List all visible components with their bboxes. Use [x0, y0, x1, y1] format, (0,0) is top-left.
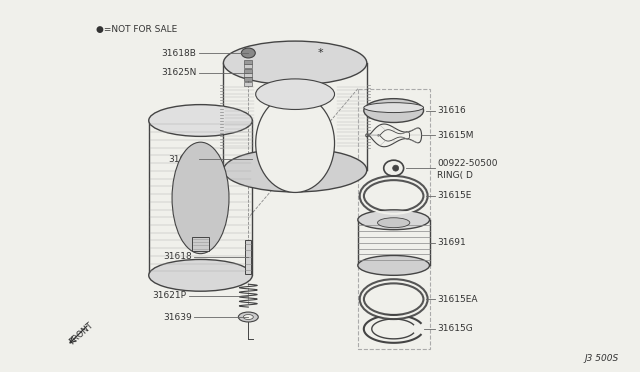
Text: 31615G: 31615G — [438, 324, 473, 333]
Ellipse shape — [223, 148, 367, 192]
Ellipse shape — [256, 79, 335, 109]
Ellipse shape — [364, 99, 424, 122]
Text: RING( D: RING( D — [438, 171, 474, 180]
Ellipse shape — [358, 256, 429, 275]
Text: 31639: 31639 — [163, 312, 191, 321]
Text: 31621P: 31621P — [152, 291, 187, 300]
Ellipse shape — [378, 218, 410, 228]
Text: FRONT: FRONT — [67, 321, 95, 347]
Bar — [244, 64, 252, 68]
Text: 31615M: 31615M — [438, 131, 474, 140]
Text: 31615E: 31615E — [438, 192, 472, 201]
Bar — [244, 60, 252, 64]
Bar — [244, 82, 252, 86]
Ellipse shape — [148, 259, 252, 291]
Bar — [244, 73, 252, 77]
FancyBboxPatch shape — [245, 240, 252, 274]
Ellipse shape — [238, 312, 259, 322]
Ellipse shape — [364, 103, 424, 113]
Ellipse shape — [148, 105, 252, 137]
Text: 31618B: 31618B — [162, 48, 196, 58]
Ellipse shape — [243, 315, 253, 320]
Ellipse shape — [358, 210, 429, 230]
Bar — [244, 77, 252, 81]
Text: ●=NOT FOR SALE: ●=NOT FOR SALE — [96, 25, 177, 34]
Text: J3 500S: J3 500S — [584, 354, 619, 363]
Text: 00922-50500: 00922-50500 — [438, 159, 498, 168]
Text: 31615EA: 31615EA — [438, 295, 478, 304]
Text: 31618: 31618 — [163, 253, 191, 262]
Text: 31630: 31630 — [168, 155, 196, 164]
Ellipse shape — [241, 48, 255, 58]
FancyBboxPatch shape — [191, 237, 209, 250]
Ellipse shape — [172, 142, 229, 254]
Ellipse shape — [223, 41, 367, 85]
Ellipse shape — [393, 165, 399, 171]
Text: 31616: 31616 — [438, 106, 466, 115]
Ellipse shape — [256, 94, 335, 192]
Text: 31625N: 31625N — [161, 68, 196, 77]
Text: *: * — [317, 48, 323, 58]
Text: 31691: 31691 — [438, 238, 466, 247]
Bar — [244, 69, 252, 73]
